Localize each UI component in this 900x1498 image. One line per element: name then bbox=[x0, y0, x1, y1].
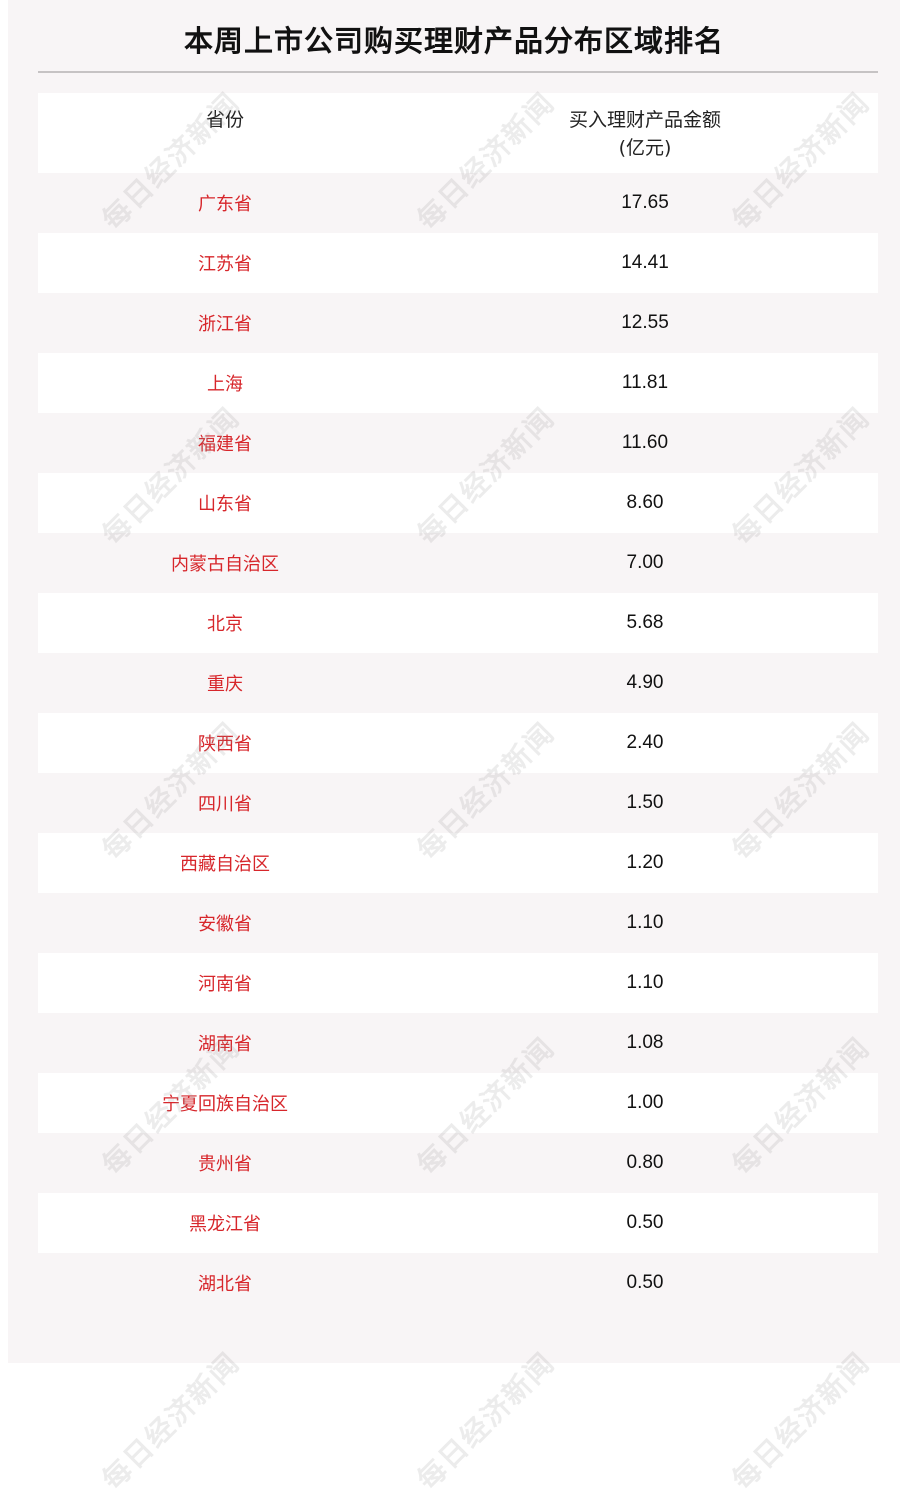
amount-cell: 0.80 bbox=[626, 1152, 664, 1173]
table-row: 上海 11.81 bbox=[38, 353, 878, 413]
amount-cell: 2.40 bbox=[626, 732, 664, 753]
province-cell: 福建省 bbox=[198, 434, 252, 455]
amount-cell: 11.81 bbox=[621, 372, 669, 393]
amount-cell: 0.50 bbox=[626, 1272, 664, 1293]
table-row: 河南省 1.10 bbox=[38, 953, 878, 1013]
table-row: 江苏省 14.41 bbox=[38, 233, 878, 293]
title-divider bbox=[38, 71, 878, 73]
province-cell: 宁夏回族自治区 bbox=[162, 1094, 288, 1115]
province-cell: 湖南省 bbox=[198, 1034, 252, 1055]
province-cell: 北京 bbox=[207, 614, 243, 635]
amount-cell: 14.41 bbox=[621, 252, 669, 273]
watermark: 每日经济新闻 bbox=[95, 1345, 247, 1497]
table-row: 广东省 17.65 bbox=[38, 173, 878, 233]
header-province: 省份 bbox=[205, 109, 244, 131]
amount-cell: 11.60 bbox=[621, 432, 669, 453]
province-cell: 广东省 bbox=[198, 194, 252, 215]
table-card: 本周上市公司购买理财产品分布区域排名 省份 买入理财产品金额 (亿元) 广东省 17… bbox=[8, 0, 900, 1496]
province-cell: 四川省 bbox=[198, 794, 252, 815]
table-body: 广东省 17.65 江苏省 14.41 浙江省 12.55 上海 11.81 福建省 11.60 山… bbox=[38, 173, 878, 1313]
province-cell: 陕西省 bbox=[198, 734, 252, 755]
amount-cell: 1.08 bbox=[626, 1032, 664, 1053]
province-cell: 浙江省 bbox=[198, 314, 252, 335]
table-row: 浙江省 12.55 bbox=[38, 293, 878, 353]
amount-cell: 5.68 bbox=[626, 612, 664, 633]
header-amount: 买入理财产品金额 (亿元) bbox=[412, 93, 878, 173]
table-row: 安徽省 1.10 bbox=[38, 893, 878, 953]
amount-cell: 1.50 bbox=[626, 792, 664, 813]
page-title: 本周上市公司购买理财产品分布区域排名 bbox=[183, 24, 724, 58]
amount-cell: 1.00 bbox=[626, 1092, 664, 1113]
table-row: 西藏自治区 1.20 bbox=[38, 833, 878, 893]
table-row: 山东省 8.60 bbox=[38, 473, 878, 533]
table-row: 内蒙古自治区 7.00 bbox=[38, 533, 878, 593]
amount-cell: 4.90 bbox=[626, 672, 664, 693]
province-cell: 安徽省 bbox=[198, 914, 252, 935]
header-amount-unit: (亿元) bbox=[618, 137, 672, 159]
amount-cell: 17.65 bbox=[621, 192, 669, 213]
ranking-table: 省份 买入理财产品金额 (亿元) 广东省 17.65 江苏省 14.41 浙江省 12.55… bbox=[38, 93, 878, 1313]
province-cell: 山东省 bbox=[198, 494, 252, 515]
watermark: 每日经济新闻 bbox=[410, 1345, 562, 1497]
amount-cell: 1.20 bbox=[626, 852, 664, 873]
amount-cell: 0.50 bbox=[626, 1212, 664, 1233]
table-row: 重庆 4.90 bbox=[38, 653, 878, 713]
province-cell: 上海 bbox=[207, 374, 243, 395]
province-cell: 内蒙古自治区 bbox=[171, 554, 279, 575]
table-row: 黑龙江省 0.50 bbox=[38, 1193, 878, 1253]
province-cell: 黑龙江省 bbox=[189, 1214, 261, 1235]
amount-cell: 1.10 bbox=[626, 972, 664, 993]
province-cell: 湖北省 bbox=[198, 1274, 252, 1295]
amount-cell: 8.60 bbox=[626, 492, 664, 513]
table-row: 贵州省 0.80 bbox=[38, 1133, 878, 1193]
amount-cell: 12.55 bbox=[621, 312, 669, 333]
table-row: 福建省 11.60 bbox=[38, 413, 878, 473]
table-row: 湖北省 0.50 bbox=[38, 1253, 878, 1313]
province-cell: 西藏自治区 bbox=[180, 854, 270, 875]
amount-cell: 1.10 bbox=[626, 912, 664, 933]
province-cell: 重庆 bbox=[207, 674, 243, 695]
province-cell: 河南省 bbox=[198, 974, 252, 995]
table-row: 陕西省 2.40 bbox=[38, 713, 878, 773]
province-cell: 贵州省 bbox=[198, 1154, 252, 1175]
amount-cell: 7.00 bbox=[626, 552, 664, 573]
table-header: 省份 买入理财产品金额 (亿元) bbox=[38, 93, 878, 173]
table-row: 四川省 1.50 bbox=[38, 773, 878, 833]
watermark: 每日经济新闻 bbox=[725, 1345, 877, 1497]
table-row: 湖南省 1.08 bbox=[38, 1013, 878, 1073]
header-amount-label: 买入理财产品金额 bbox=[568, 109, 721, 131]
table-row: 北京 5.68 bbox=[38, 593, 878, 653]
province-cell: 江苏省 bbox=[198, 254, 252, 275]
table-row: 宁夏回族自治区 1.00 bbox=[38, 1073, 878, 1133]
